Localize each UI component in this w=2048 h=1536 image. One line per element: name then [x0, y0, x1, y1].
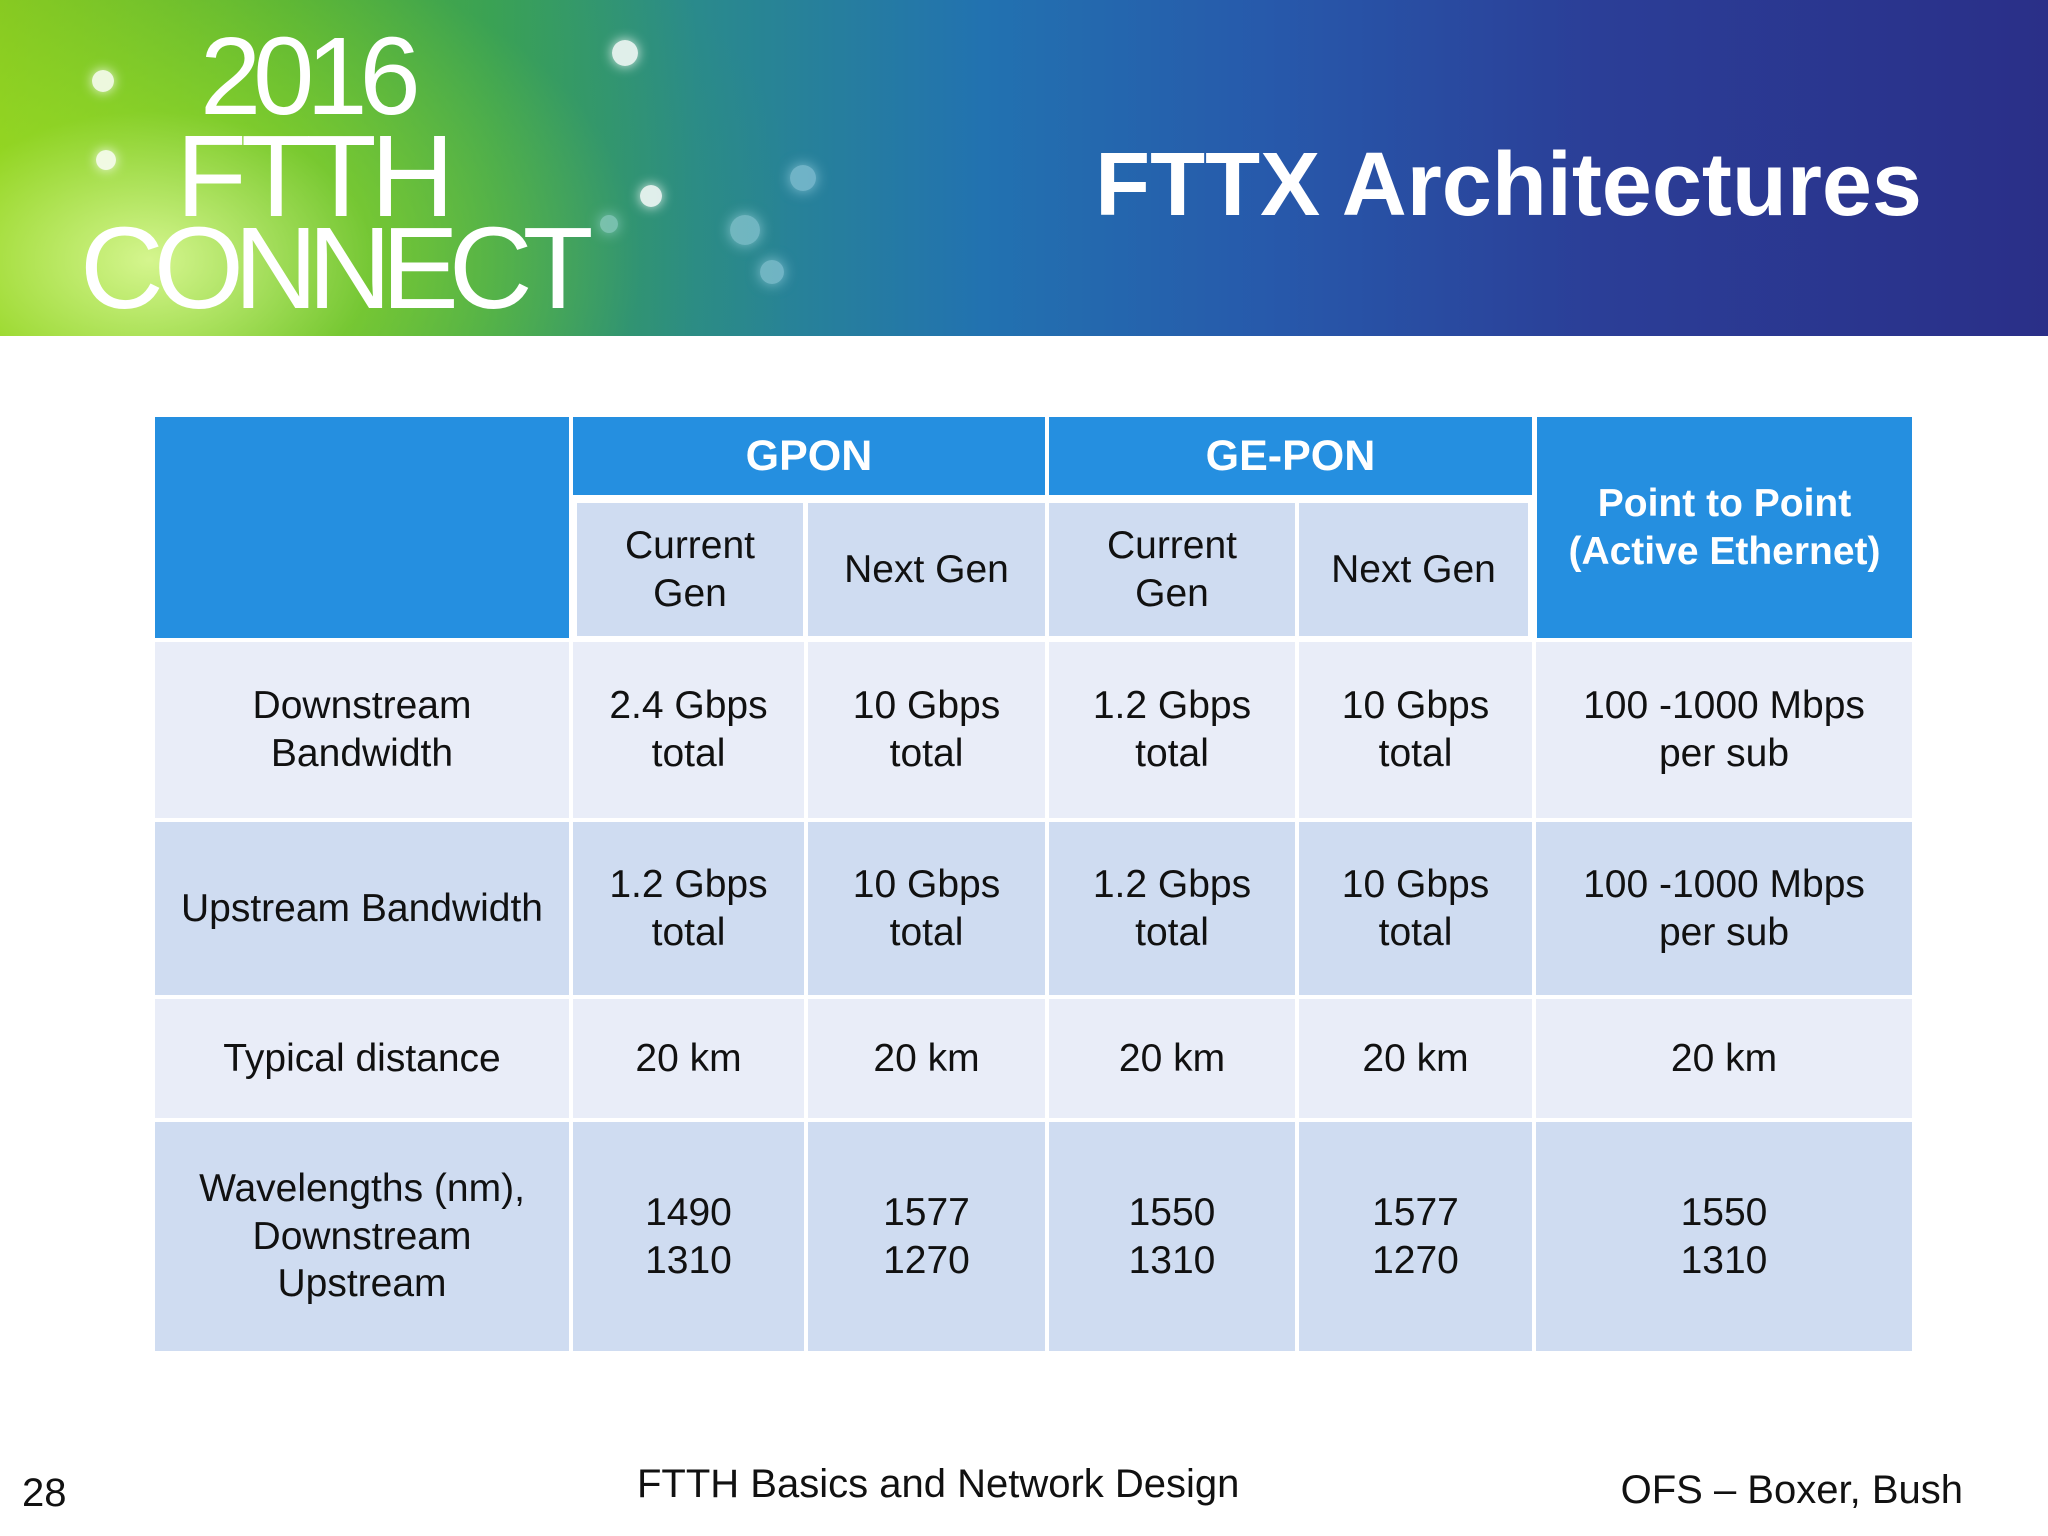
row-label-wavelengths: Wavelengths (nm), Downstream Upstream	[155, 1122, 569, 1351]
table-cell: 20 km	[1299, 999, 1532, 1118]
group-header-p2p-label: Point to Point (Active Ethernet)	[1568, 481, 1881, 573]
table-cell: 20 km	[573, 999, 804, 1118]
subheader-gpon-next: Next Gen	[808, 503, 1045, 636]
logo-line-ftth: FTTH	[176, 111, 454, 241]
table-cell: 1550 1310	[1536, 1122, 1912, 1351]
table-cell: 1.2 Gbps total	[1049, 822, 1295, 995]
row-label-downstream: Downstream Bandwidth	[155, 642, 569, 818]
logo-line-connect: CONNECT	[80, 203, 594, 333]
cell-value: 1577 1270	[1372, 1190, 1459, 1282]
subheader-label: Current Gen	[624, 523, 756, 615]
cell-value: 20 km	[1670, 1036, 1778, 1080]
light-dot	[96, 150, 116, 170]
group-header-gpon-label: GPON	[745, 431, 873, 480]
cell-value: 1.2 Gbps total	[609, 862, 768, 954]
row-label-text: Upstream Bandwidth	[180, 886, 543, 930]
subheader-label: Next Gen	[844, 547, 1009, 591]
table-cell: 2.4 Gbps total	[573, 642, 804, 818]
light-dot	[640, 185, 662, 207]
light-dot	[790, 165, 816, 191]
subheader-gepon-next: Next Gen	[1299, 503, 1528, 636]
subheader-label: Next Gen	[1331, 547, 1496, 591]
header-banner: 2016 FTTH CONNECT FTTX Architectures	[0, 0, 2048, 336]
table-cell: 10 Gbps total	[808, 822, 1045, 995]
light-dot	[92, 70, 114, 92]
row-label-distance: Typical distance	[155, 999, 569, 1118]
cell-value: 1.2 Gbps total	[1092, 684, 1252, 775]
table-cell: 1577 1270	[808, 1122, 1045, 1351]
cell-value: 10 Gbps total	[1341, 684, 1490, 775]
cell-value: 1.2 Gbps total	[1092, 862, 1252, 954]
event-logo: 2016 FTTH CONNECT	[80, 15, 640, 327]
row-label-upstream: Upstream Bandwidth	[155, 822, 569, 995]
cell-value: 10 Gbps total	[852, 684, 1001, 775]
cell-value: 20 km	[873, 1036, 980, 1080]
table-cell: 1550 1310	[1049, 1122, 1295, 1351]
light-dot	[600, 215, 618, 233]
group-header-gepon-label: GE-PON	[1205, 431, 1376, 480]
table-cell: 1577 1270	[1299, 1122, 1532, 1351]
subheader-gepon-current: Current Gen	[1049, 503, 1295, 636]
cell-value: 10 Gbps total	[1341, 862, 1490, 954]
footer-authors: OFS – Boxer, Bush	[1620, 1468, 1963, 1512]
row-label-text: Downstream Bandwidth	[252, 684, 472, 775]
page-number: 28	[22, 1471, 67, 1515]
cell-value: 2.4 Gbps total	[609, 684, 768, 775]
subheader-gpon-current: Current Gen	[577, 503, 803, 636]
cell-value: 1550 1310	[1680, 1190, 1768, 1282]
table-cell: 20 km	[1049, 999, 1295, 1118]
subheader-label: Current Gen	[1106, 523, 1238, 615]
table-cell: 1.2 Gbps total	[573, 822, 804, 995]
slide-title: FTTX Architectures	[1095, 135, 1922, 235]
cell-value: 100 -1000 Mbps per sub	[1583, 684, 1865, 775]
table-cell: 1490 1310	[573, 1122, 804, 1351]
cell-value: 1490 1310	[645, 1190, 732, 1282]
cell-value: 10 Gbps total	[852, 862, 1001, 954]
cell-value: 1550 1310	[1128, 1190, 1216, 1282]
cell-value: 20 km	[1362, 1036, 1469, 1080]
light-dot	[612, 40, 638, 66]
table-cell: 10 Gbps total	[808, 642, 1045, 818]
footer-title: FTTH Basics and Network Design	[637, 1462, 1240, 1506]
group-header-gepon: GE-PON	[1049, 417, 1532, 495]
group-header-p2p: Point to Point (Active Ethernet)	[1537, 417, 1912, 638]
table-cell: 1.2 Gbps total	[1049, 642, 1295, 818]
cell-value: 20 km	[1118, 1036, 1226, 1080]
cell-value: 20 km	[635, 1036, 742, 1080]
table-cell: 20 km	[1536, 999, 1912, 1118]
logo-year: 2016	[200, 15, 421, 138]
table-cell: 100 -1000 Mbps per sub	[1536, 642, 1912, 818]
row-label-text: Typical distance	[223, 1036, 501, 1080]
fiber-glow	[0, 0, 780, 336]
light-dot	[730, 215, 760, 245]
table-cell: 10 Gbps total	[1299, 642, 1532, 818]
table-cell: 20 km	[808, 999, 1045, 1118]
row-label-text: Wavelengths (nm), Downstream Upstream	[199, 1167, 525, 1306]
corner-header-cell	[155, 417, 569, 638]
cell-value: 1577 1270	[883, 1190, 970, 1282]
table-cell: 10 Gbps total	[1299, 822, 1532, 995]
table-cell: 100 -1000 Mbps per sub	[1536, 822, 1912, 995]
cell-value: 100 -1000 Mbps per sub	[1583, 862, 1865, 954]
light-dot	[760, 260, 784, 284]
group-header-gpon: GPON	[573, 417, 1045, 495]
